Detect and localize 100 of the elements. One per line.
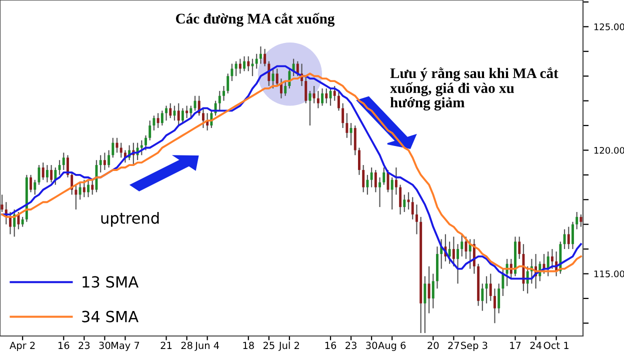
candlestick — [350, 122, 352, 146]
candlestick — [399, 184, 402, 215]
x-tick-label: 30 — [99, 342, 110, 350]
x-tick-label: 21 — [160, 342, 172, 349]
candlestick — [218, 90, 221, 112]
candlestick — [284, 80, 287, 96]
x-tick-label: 24 — [530, 342, 542, 349]
candlestick — [103, 152, 106, 171]
candlestick — [304, 76, 308, 104]
candlestick — [156, 112, 160, 129]
candlestick — [358, 147, 360, 176]
candlestick — [481, 283, 484, 312]
candlestick — [460, 234, 464, 257]
candlestick — [62, 152, 65, 171]
candlestick — [316, 90, 320, 109]
candlestick — [280, 78, 282, 99]
candlestick — [415, 204, 418, 235]
candlestick — [46, 164, 48, 183]
x-tick-label: Jul 2 — [278, 342, 299, 351]
x-tick-label: Jun 4 — [194, 342, 220, 351]
candlestick — [238, 58, 242, 74]
candlestick — [169, 102, 172, 119]
candlestick — [226, 73, 230, 94]
candlestick — [456, 244, 460, 284]
candlestick — [160, 110, 164, 126]
candlestick — [243, 56, 246, 72]
candlestick — [424, 276, 426, 334]
x-tick-label: 16 — [58, 342, 70, 350]
candlestick — [17, 211, 20, 230]
x-tick-label: 30 — [366, 342, 378, 350]
annotation: Các đường MA cắt xuống — [176, 12, 335, 27]
candlestick — [428, 266, 430, 314]
candlestick — [276, 68, 278, 87]
candlestick — [321, 88, 324, 106]
x-tick-label: 23 — [78, 342, 90, 350]
candlestick — [34, 179, 36, 196]
legend-label: 34 SMA — [82, 310, 138, 322]
x-tick-label: 17 — [510, 342, 521, 349]
candlestick — [272, 68, 274, 89]
candlestick — [0, 194, 4, 213]
candlestick — [448, 241, 451, 264]
candlestick — [247, 56, 250, 72]
candlestick — [99, 154, 102, 173]
y-tick-label: 115.00 — [594, 270, 624, 278]
candlestick — [186, 105, 188, 119]
candlestick — [550, 248, 554, 270]
candlestick — [296, 60, 299, 77]
candlestick — [202, 108, 204, 129]
candlestick — [21, 216, 24, 228]
candlestick — [567, 226, 570, 250]
x-tick-label: 28 — [181, 342, 192, 350]
x-tick-label: Sep 3 — [461, 342, 488, 351]
candlestick — [264, 48, 266, 67]
candlestick — [78, 182, 82, 200]
candlestick — [87, 179, 90, 198]
candlestick — [58, 160, 61, 176]
candlestick — [432, 273, 434, 309]
candlestick — [354, 124, 356, 156]
candlestick — [333, 85, 336, 102]
candlestick — [370, 166, 373, 188]
x-tick-label: Apr 2 — [10, 342, 35, 351]
candlestick — [222, 85, 225, 102]
candlestick — [403, 194, 406, 213]
candlestick — [411, 196, 414, 220]
x-tick-label: 27 — [448, 342, 460, 349]
y-tick-label: 120.00 — [594, 146, 624, 154]
candlestick — [546, 250, 550, 277]
candlestick — [30, 174, 32, 193]
candlestick — [120, 142, 122, 158]
candlestick — [165, 105, 168, 122]
candlestick — [502, 268, 504, 297]
x-tick-label: Oct 1 — [544, 342, 568, 350]
candlestick — [498, 283, 500, 314]
x-tick-label: 20 — [428, 342, 439, 350]
x-tick-label: 18 — [243, 342, 254, 350]
candlestick — [489, 273, 492, 302]
candlestick — [576, 211, 578, 230]
candlestick — [42, 162, 44, 180]
y-tick-label: 125.00 — [594, 23, 624, 30]
candlestick — [563, 228, 566, 250]
candlestick — [493, 288, 496, 324]
candlestick — [259, 46, 262, 64]
candlestick — [292, 58, 295, 77]
annotation: uptrend — [101, 212, 159, 227]
candlestick — [325, 88, 328, 104]
candlestick — [580, 214, 582, 228]
candlestick — [572, 221, 574, 250]
candlestick — [190, 105, 192, 119]
candlestick — [144, 134, 147, 151]
candlestick — [366, 174, 369, 196]
candlestick — [342, 102, 344, 129]
x-tick-label: 23 — [346, 342, 356, 350]
candlestick — [452, 236, 455, 267]
candlestick — [181, 108, 184, 124]
candlestick — [346, 112, 348, 138]
candlestick — [177, 102, 180, 126]
candlestick — [230, 63, 234, 82]
annotation: Lưu ý rằng sau khi MA cắt xuống, giá đi vào xu hướng giảm — [390, 67, 558, 110]
candlestick — [518, 236, 521, 260]
candlestick — [312, 85, 316, 104]
